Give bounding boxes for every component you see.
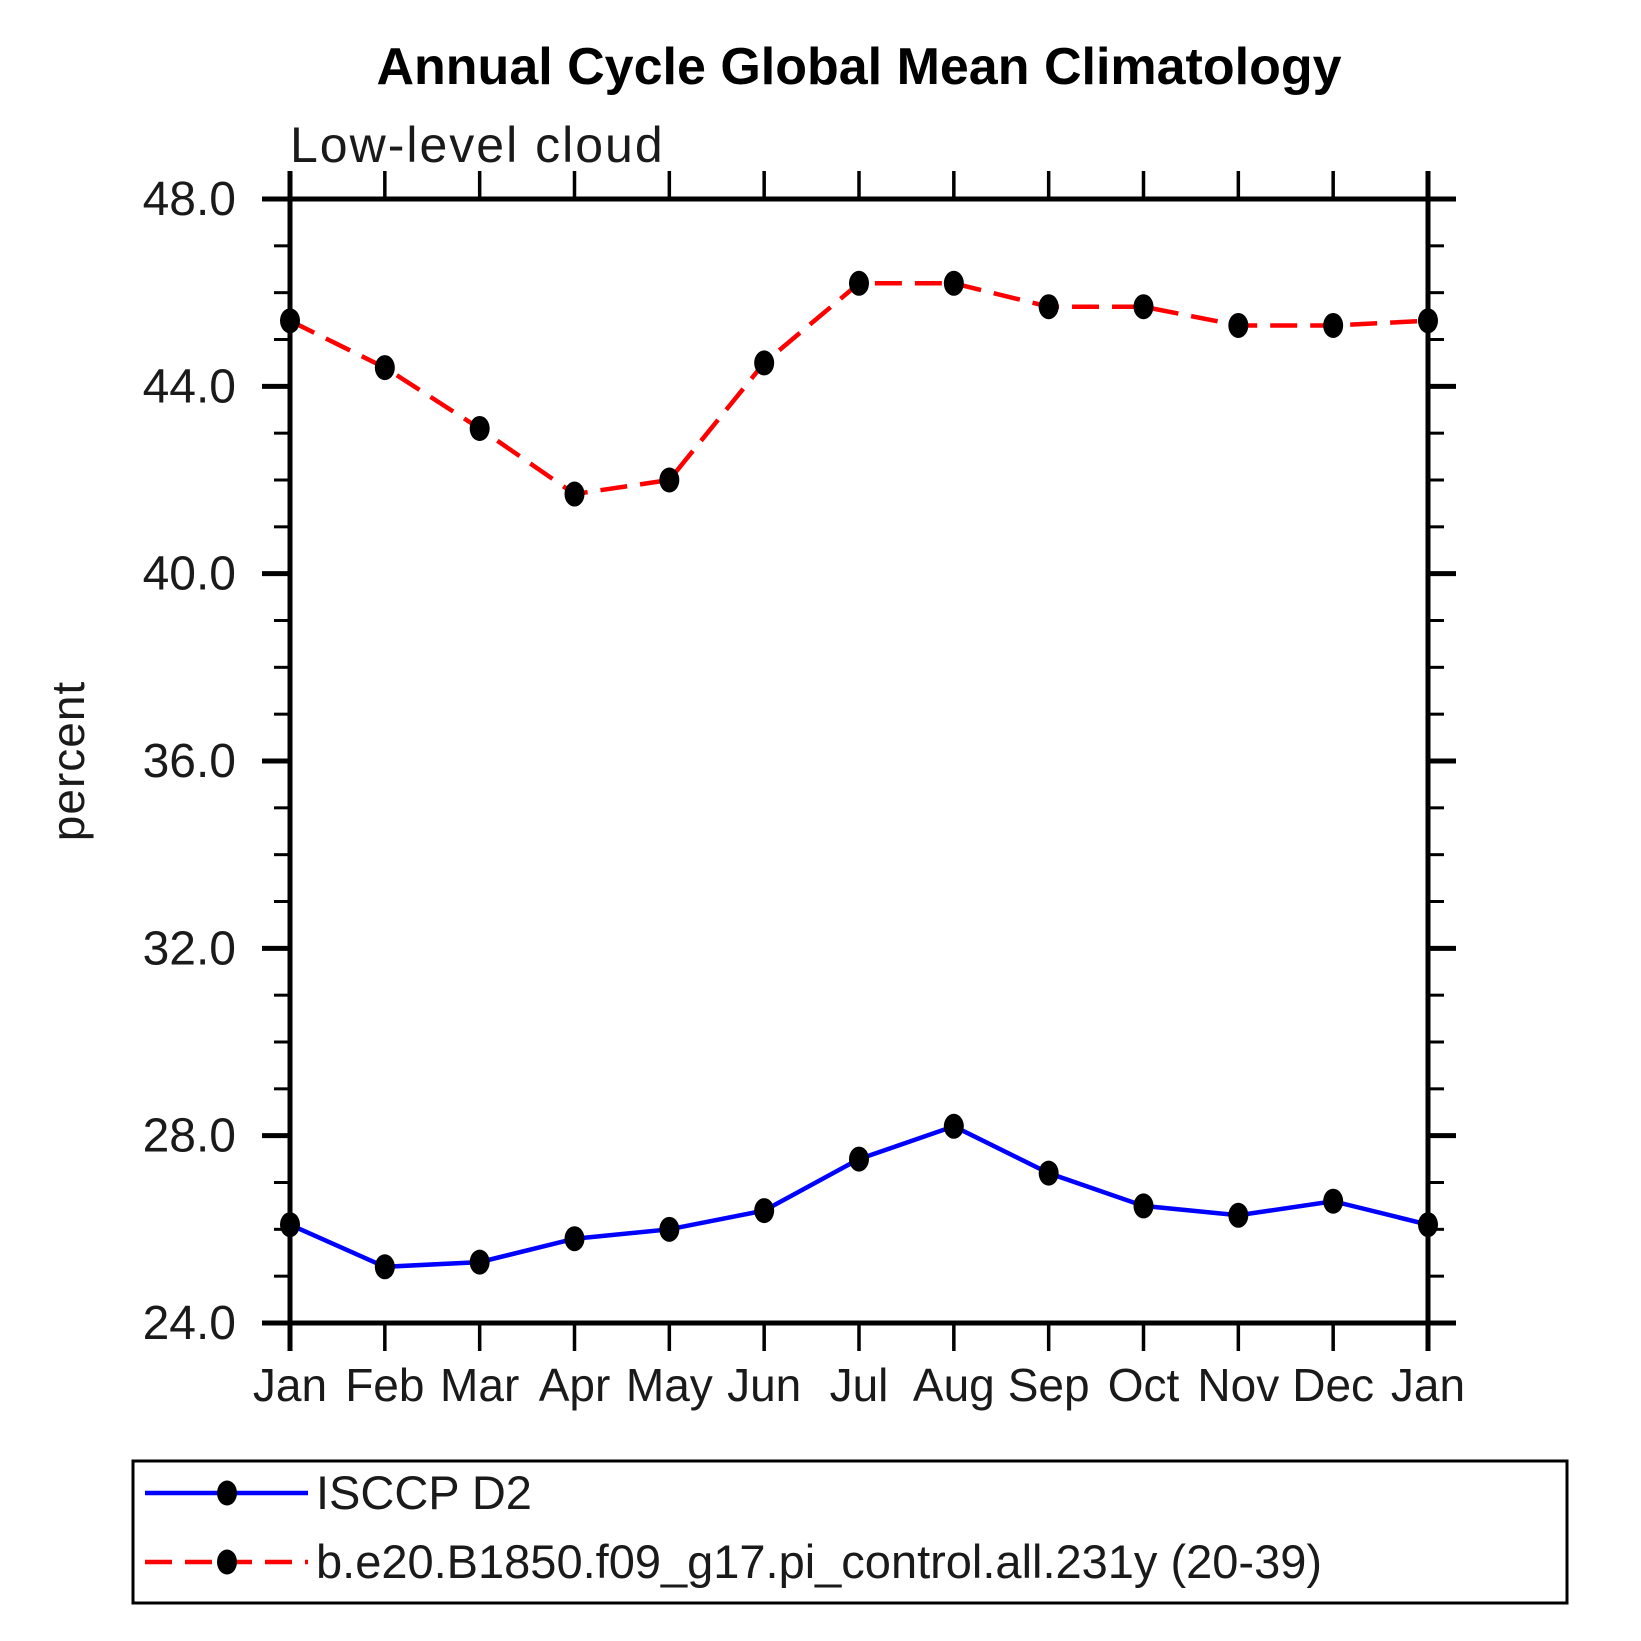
y-tick-label: 40.0 — [143, 548, 236, 601]
x-tick-label: Apr — [539, 1359, 611, 1411]
data-point-marker — [849, 270, 869, 296]
legend-label-isccp-d2: ISCCP D2 — [316, 1466, 532, 1519]
legend-marker-dot-icon — [217, 1480, 237, 1506]
data-point-marker — [469, 415, 490, 441]
data-point-marker — [849, 1146, 869, 1172]
data-point-marker — [564, 1226, 585, 1252]
x-tick-label: Mar — [440, 1359, 519, 1411]
legend-border — [131, 1459, 1569, 1605]
x-tick-label: Nov — [1197, 1359, 1279, 1411]
legend-entry-model: b.e20.B1850.f09_g17.pi_control.all.231y … — [145, 1535, 1322, 1588]
x-tick-label: Jun — [727, 1359, 801, 1411]
data-point-marker — [1323, 312, 1344, 338]
y-tick-label: 32.0 — [143, 922, 236, 975]
data-point-marker — [1228, 1202, 1249, 1228]
data-point-marker — [754, 1198, 775, 1224]
legend-marker-dot-icon — [217, 1549, 237, 1575]
data-point-marker — [659, 467, 680, 493]
chart-subtitle: Low-level cloud — [290, 117, 665, 173]
legend-entry-isccp-d2: ISCCP D2 — [145, 1466, 532, 1519]
data-point-marker — [1418, 308, 1438, 334]
y-tick-label: 36.0 — [143, 735, 236, 788]
data-point-marker — [280, 1212, 300, 1238]
data-point-marker — [374, 355, 395, 381]
x-tick-label: Jan — [253, 1359, 327, 1411]
x-tick-label: Jan — [1391, 1359, 1465, 1411]
chart-title: Annual Cycle Global Mean Climatology — [376, 38, 1341, 96]
y-tick-label: 44.0 — [143, 360, 236, 413]
x-tick-label: Sep — [1008, 1359, 1090, 1411]
series-line-1 — [289, 281, 1429, 497]
data-point-marker — [1323, 1188, 1344, 1214]
x-tick-label: Feb — [345, 1359, 424, 1411]
y-axis-label: percent — [42, 681, 94, 841]
legend-label-model: b.e20.B1850.f09_g17.pi_control.all.231y … — [316, 1535, 1322, 1588]
x-tick-label: Oct — [1108, 1359, 1180, 1411]
x-tick-label: Dec — [1292, 1359, 1374, 1411]
series-layer — [280, 270, 1438, 1280]
data-point-marker — [659, 1216, 680, 1242]
x-tick-label: Aug — [913, 1359, 995, 1411]
data-point-marker — [374, 1254, 395, 1280]
data-point-marker — [1038, 294, 1059, 320]
data-point-marker — [1228, 312, 1249, 338]
data-point-marker — [943, 1113, 964, 1139]
axes-layer: Jan Feb Mar Apr May Jun Jul Aug Sep Oct Nov Dec Jan 2… — [143, 171, 1465, 1411]
data-point-marker — [469, 1249, 490, 1275]
data-point-marker — [1038, 1160, 1059, 1186]
x-tick-label: Jul — [830, 1359, 889, 1411]
data-point-marker — [280, 308, 300, 334]
data-point-marker — [1418, 1212, 1438, 1238]
x-tick-label: May — [626, 1359, 713, 1411]
data-point-marker — [1133, 1193, 1154, 1219]
data-point-marker — [564, 481, 585, 507]
y-tick-label: 28.0 — [143, 1110, 236, 1163]
data-point-marker — [943, 270, 964, 296]
y-tick-label: 48.0 — [143, 173, 236, 226]
legend-box: ISCCP D2 b.e20.B1850.f09_g17.pi_control.… — [131, 1459, 1569, 1605]
y-tick-label: 24.0 — [143, 1297, 236, 1350]
data-point-marker — [754, 350, 775, 376]
data-point-marker — [1133, 294, 1154, 320]
